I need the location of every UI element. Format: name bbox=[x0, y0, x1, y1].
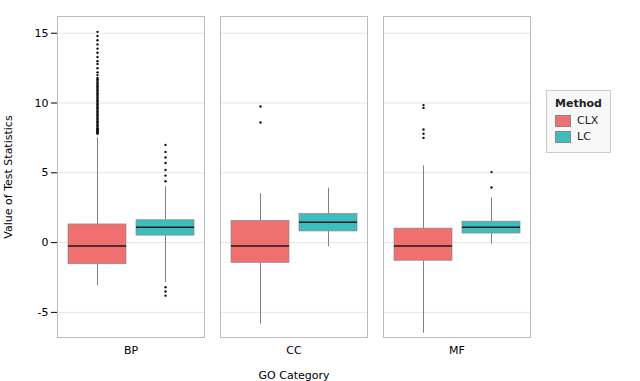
html-text:Method: Method bbox=[555, 97, 602, 110]
svg-text:MF: MF bbox=[449, 344, 465, 357]
svg-text:BP: BP bbox=[124, 344, 139, 357]
svg-text:0: 0 bbox=[42, 236, 49, 249]
svg-text:-5: -5 bbox=[38, 306, 49, 319]
svg-text:GO Category: GO Category bbox=[259, 369, 330, 381]
svg-text:Value of Test Statistics: Value of Test Statistics bbox=[2, 115, 15, 239]
svg-text:15: 15 bbox=[35, 27, 49, 40]
svg-text:5: 5 bbox=[42, 166, 49, 179]
html-text:CLX: CLX bbox=[577, 114, 599, 127]
svg-text:CC: CC bbox=[286, 344, 302, 357]
svg-text:10: 10 bbox=[35, 97, 49, 110]
html-text:LC: LC bbox=[577, 130, 591, 143]
